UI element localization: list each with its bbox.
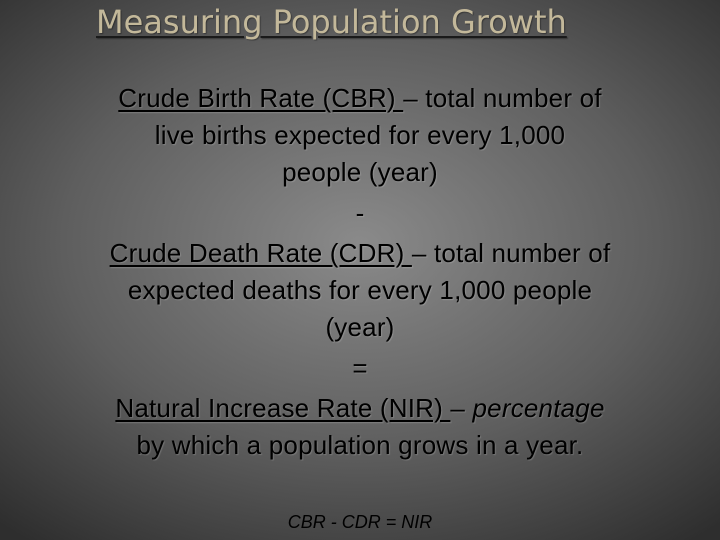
nir-dash: – [450,393,473,423]
cbr-line-3: people (year) [282,157,438,187]
cbr-line-1: Crude Birth Rate (CBR) – total number of [30,80,690,117]
slide-body: Crude Birth Rate (CBR) – total number of… [30,80,690,464]
nir-line-1: Natural Increase Rate (NIR) – percentage [30,390,690,427]
cdr-line-1: Crude Death Rate (CDR) – total number of [30,235,690,272]
cbr-dash: – total number of [403,83,602,113]
nir-line-2: by which a population grows in a year. [136,430,584,460]
nir-term: Natural Increase Rate (NIR) [115,393,451,423]
cdr-term: Crude Death Rate (CDR) [109,238,412,268]
cbr-line-2: live births expected for every 1,000 [154,120,566,150]
cdr-line-2: expected deaths for every 1,000 people [127,275,593,305]
cdr-definition: Crude Death Rate (CDR) – total number of… [30,235,690,346]
cbr-term: Crude Birth Rate (CBR) [118,83,404,113]
nir-definition: Natural Increase Rate (NIR) – percentage… [30,390,690,464]
minus-symbol: - [355,198,365,228]
slide-title: Measuring Population Growth [96,3,567,41]
cbr-definition: Crude Birth Rate (CBR) – total number of… [30,80,690,191]
equals-symbol: = [352,353,368,383]
cdr-line-3: (year) [325,312,395,342]
cdr-dash: – total number of [411,238,611,268]
nir-emphasis: percentage [472,393,605,423]
nir-formula: CBR - CDR = NIR [287,512,433,532]
